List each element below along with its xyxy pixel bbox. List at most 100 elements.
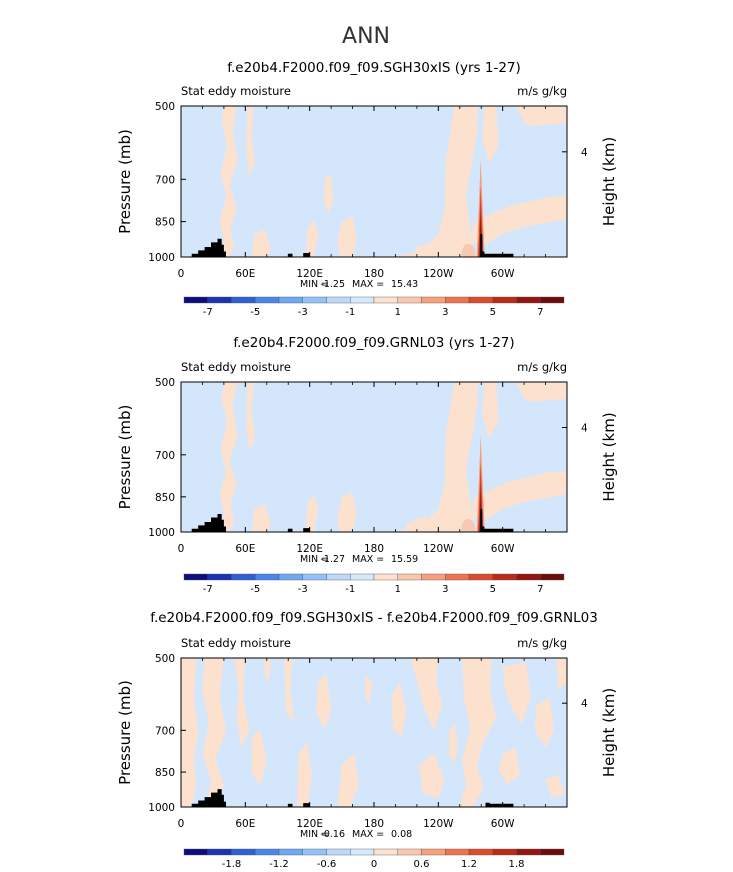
- x-tick-label: 180: [364, 818, 384, 830]
- colorbar-swatch: [278, 573, 303, 581]
- colorbar-swatch: [326, 848, 351, 856]
- max-value: 15.59: [391, 554, 418, 565]
- max-value: 0.08: [391, 829, 412, 840]
- topography: [480, 234, 514, 257]
- positive-region: [234, 658, 250, 748]
- colorbar-swatch: [421, 296, 446, 304]
- topography: [191, 514, 226, 532]
- colorbar-label: 7: [537, 584, 543, 595]
- panel-title: f.e20b4.F2000.f09_f09.GRNL03 (yrs 1-27): [233, 335, 514, 351]
- colorbar-label: 3: [442, 307, 448, 318]
- field-label: Stat eddy moisture: [181, 360, 291, 374]
- max-label: MAX =: [352, 554, 384, 565]
- topography: [288, 803, 293, 807]
- colorbar-swatch: [492, 573, 517, 581]
- y2-tick-label: 4: [581, 147, 588, 159]
- positive-region: [482, 106, 499, 164]
- positive-region: [264, 658, 272, 683]
- contour-field: [181, 658, 567, 807]
- positive-region: [337, 216, 357, 257]
- colorbar-swatch: [516, 296, 541, 304]
- max-label: MAX =: [352, 829, 384, 840]
- y2-tick-label: 4: [581, 423, 588, 435]
- colorbar-swatch: [231, 296, 256, 304]
- positive-region: [391, 682, 407, 737]
- positive-region: [251, 504, 272, 532]
- panel-3: f.e20b4.F2000.f09_f09.SGH30xIS - f.e20b4…: [116, 610, 618, 870]
- colorbar-label: -0.6: [317, 859, 337, 870]
- y-tick-label: 1000: [148, 802, 175, 814]
- x-tick-label: 180: [364, 268, 384, 280]
- positive-region: [545, 774, 565, 799]
- x-tick-label: 120W: [423, 268, 454, 280]
- positive-region: [296, 742, 312, 807]
- colorbar: -7 -5 -3 -1 1 3 5 7: [183, 296, 565, 318]
- y-axis-title: Pressure (mb): [116, 680, 134, 785]
- colorbar-swatch: [350, 296, 375, 304]
- colorbar-label: 0: [371, 859, 377, 870]
- units-label: m/s g/kg: [517, 84, 567, 98]
- colorbar-swatch: [397, 848, 422, 856]
- colorbar-swatch: [373, 296, 398, 304]
- colorbar-swatch: [445, 573, 470, 581]
- x-tick-label: 60E: [235, 818, 255, 830]
- positive-region: [472, 471, 567, 519]
- colorbar-label: -3: [298, 307, 308, 318]
- positive-region: [534, 697, 555, 748]
- positive-region: [482, 382, 499, 439]
- positive-region: [337, 491, 357, 532]
- y-tick-label: 850: [155, 217, 175, 229]
- x-tick-label: 120E: [296, 543, 323, 555]
- colorbar: -1.8 -1.2 -0.6 0 0.6 1.2 1.8: [183, 848, 565, 870]
- positive-region: [449, 724, 458, 765]
- positive-region: [305, 219, 319, 257]
- colorbar-label: 1.2: [461, 859, 477, 870]
- colorbar-label: -5: [250, 584, 260, 595]
- topography: [485, 802, 514, 807]
- y-tick-label: 700: [155, 450, 175, 462]
- x-tick-label: 180: [364, 543, 384, 555]
- x-tick-label: 0: [178, 818, 185, 830]
- positive-region: [316, 674, 332, 731]
- topography: [303, 253, 310, 257]
- colorbar-label: -1: [345, 584, 355, 595]
- colorbar-label: -1.2: [269, 859, 289, 870]
- positive-region: [502, 662, 531, 725]
- positive-region: [219, 106, 238, 257]
- positive-region: [365, 674, 372, 705]
- colorbar-swatch: [516, 573, 541, 581]
- positive-region: [556, 658, 567, 690]
- colorbar-swatch: [231, 848, 256, 856]
- panels: f.e20b4.F2000.f09_f09.SGH30xIS (yrs 1-27…: [116, 60, 618, 870]
- x-tick-label: 120E: [296, 268, 323, 280]
- panel-title: f.e20b4.F2000.f09_f09.SGH30xIS (yrs 1-27…: [227, 60, 521, 76]
- colorbar-label: 5: [490, 584, 496, 595]
- y-axis-title: Pressure (mb): [116, 129, 134, 234]
- x-tick-label: 60E: [235, 268, 255, 280]
- colorbar-swatch: [302, 848, 327, 856]
- field-label: Stat eddy moisture: [181, 84, 291, 98]
- colorbar-swatch: [207, 848, 232, 856]
- colorbar-label: -3: [298, 584, 308, 595]
- positive-region: [305, 494, 319, 532]
- topography: [303, 803, 310, 807]
- y-tick-label: 850: [155, 767, 175, 779]
- x-tick-label: 120E: [296, 818, 323, 830]
- positive-region: [515, 106, 567, 126]
- min-label: MIN =: [300, 829, 329, 840]
- positive-region: [472, 195, 567, 244]
- panel-title: f.e20b4.F2000.f09_f09.SGH30xIS - f.e20b4…: [150, 610, 598, 626]
- colorbar-swatch: [540, 573, 565, 581]
- y-tick-label: 1000: [148, 252, 175, 264]
- x-tick-label: 60W: [491, 818, 515, 830]
- colorbar-label: 1: [395, 584, 401, 595]
- y2-axis-title: Height (km): [600, 688, 618, 777]
- max-label: MAX =: [352, 279, 384, 290]
- positive-region: [251, 229, 272, 257]
- colorbar-swatch: [516, 848, 541, 856]
- colorbar-swatch: [492, 848, 517, 856]
- colorbar-swatch: [326, 573, 351, 581]
- colorbar-label: -5: [250, 307, 260, 318]
- positive-region: [498, 748, 520, 785]
- colorbar-swatch: [183, 296, 208, 304]
